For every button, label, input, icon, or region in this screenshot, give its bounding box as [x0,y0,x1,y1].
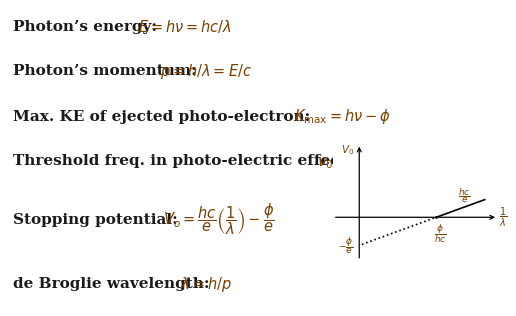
Text: $-\dfrac{\phi}{e}$: $-\dfrac{\phi}{e}$ [338,235,354,256]
Text: $\dfrac{\phi}{hc}$: $\dfrac{\phi}{hc}$ [434,222,446,246]
Text: Threshold freq. in photo-electric effect:: Threshold freq. in photo-electric effect… [13,154,363,168]
Text: $V_o = \dfrac{hc}{e}\left(\dfrac{1}{\lambda}\right) - \dfrac{\phi}{e}$: $V_o = \dfrac{hc}{e}\left(\dfrac{1}{\lam… [163,202,275,237]
Text: $E = h\nu = hc/\lambda$: $E = h\nu = hc/\lambda$ [138,18,232,35]
Text: $V_0$: $V_0$ [341,143,354,156]
Text: $p = h/\lambda = E/c$: $p = h/\lambda = E/c$ [160,62,252,81]
Text: $\dfrac{1}{\lambda}$: $\dfrac{1}{\lambda}$ [499,206,508,229]
Text: Photon’s energy:: Photon’s energy: [13,20,167,34]
Text: Stopping potential:: Stopping potential: [13,213,188,227]
Text: $K_{\mathrm{max}} = h\nu - \phi$: $K_{\mathrm{max}} = h\nu - \phi$ [294,107,391,126]
Text: $\dfrac{hc}{e}$: $\dfrac{hc}{e}$ [458,186,471,205]
Text: $\lambda = h/p$: $\lambda = h/p$ [180,275,232,294]
Text: Max. KE of ejected photo-electron:: Max. KE of ejected photo-electron: [13,110,320,124]
Text: Photon’s momentum:: Photon’s momentum: [13,64,207,78]
Text: de Broglie wavelength:: de Broglie wavelength: [13,277,220,291]
Text: $\nu_0 = \phi/h$: $\nu_0 = \phi/h$ [317,152,375,171]
